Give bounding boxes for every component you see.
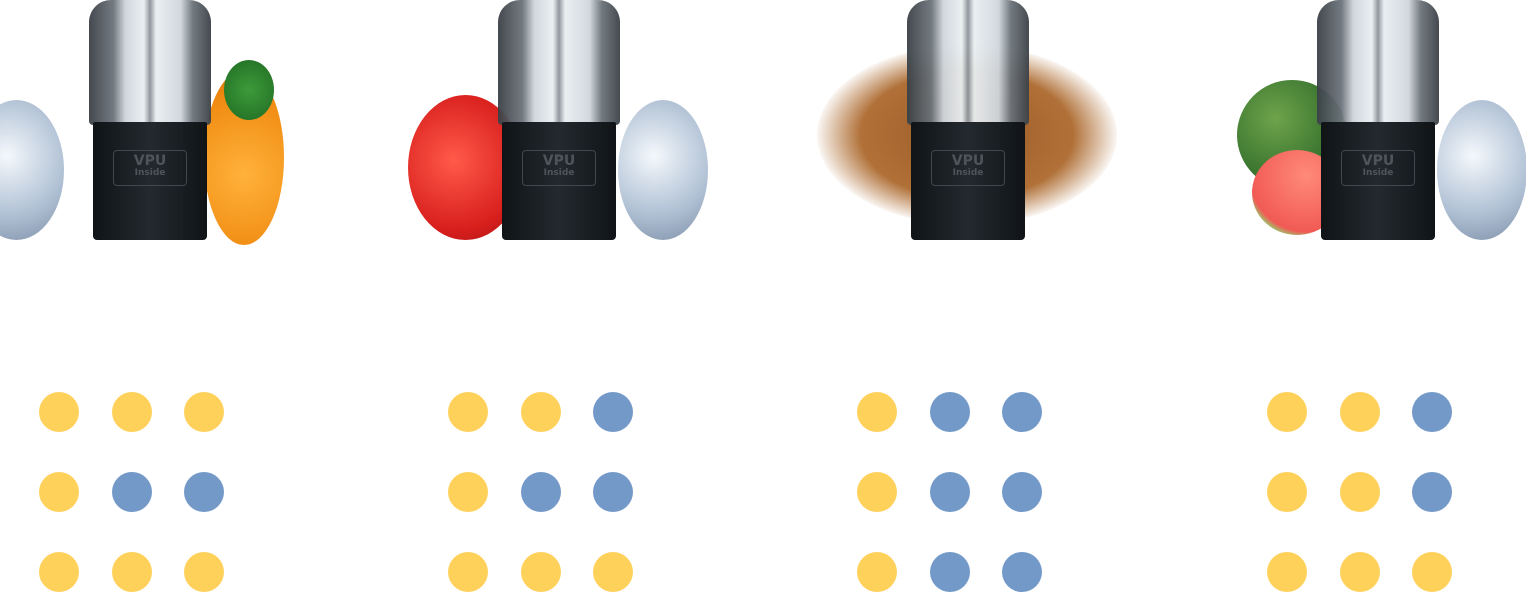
- logo-brand: VPU: [1361, 153, 1395, 169]
- rating-dot-yellow: [448, 472, 488, 512]
- rating-dot-yellow: [857, 552, 897, 592]
- product-image: VPU Inside: [378, 0, 738, 245]
- rating-dot-yellow: [39, 392, 79, 432]
- ice-image: [0, 100, 64, 240]
- vpu-logo: VPU Inside: [113, 150, 187, 186]
- rating-dot-yellow: [1267, 392, 1307, 432]
- vpu-logo: VPU Inside: [522, 150, 596, 186]
- pod-cartridge: VPU Inside: [498, 0, 620, 240]
- product-image: VPU Inside: [1197, 0, 1526, 245]
- product-image: VPU Inside: [0, 0, 329, 245]
- logo-sub: Inside: [134, 168, 166, 178]
- pod-cartridge: VPU Inside: [89, 0, 211, 240]
- vpu-logo: VPU Inside: [931, 150, 1005, 186]
- rating-dot-yellow: [1267, 472, 1307, 512]
- rating-dot-yellow: [39, 552, 79, 592]
- pod-cartridge: VPU Inside: [1317, 0, 1439, 240]
- product-image: VPU Inside: [787, 0, 1147, 245]
- mango-image: [224, 60, 274, 120]
- rating-dot-yellow: [111, 552, 152, 592]
- pod-tank: [498, 0, 620, 125]
- rating-dot-yellow: [111, 392, 152, 432]
- pod-tank: [89, 0, 211, 125]
- logo-brand: VPU: [951, 153, 985, 169]
- pod-body: VPU Inside: [911, 122, 1025, 240]
- pod-tank: [1317, 0, 1439, 125]
- rating-dot-blue: [929, 552, 970, 592]
- pod-tank: [907, 0, 1029, 125]
- rating-dot-yellow: [1339, 472, 1380, 512]
- rating-dot-blue: [1002, 472, 1042, 512]
- product-card: VPU Inside: [787, 0, 1147, 595]
- logo-brand: VPU: [542, 153, 576, 169]
- rating-dot-blue: [593, 472, 633, 512]
- rating-dot-yellow: [184, 552, 224, 592]
- rating-dot-blue: [1412, 392, 1452, 432]
- rating-dot-yellow: [1339, 552, 1380, 592]
- pod-body: VPU Inside: [1321, 122, 1435, 240]
- rating-dot-blue: [593, 392, 633, 432]
- rating-dot-yellow: [448, 392, 488, 432]
- rating-dot-yellow: [1412, 552, 1452, 592]
- product-card: VPU Inside: [1197, 0, 1526, 595]
- logo-sub: Inside: [1362, 168, 1394, 178]
- rating-dot-yellow: [1267, 552, 1307, 592]
- vpu-logo: VPU Inside: [1341, 150, 1415, 186]
- logo-sub: Inside: [543, 168, 575, 178]
- logo-sub: Inside: [952, 168, 984, 178]
- logo-brand: VPU: [133, 153, 167, 169]
- rating-dot-blue: [111, 472, 152, 512]
- product-card: VPU Inside: [378, 0, 738, 595]
- product-card: VPU Inside: [0, 0, 329, 595]
- rating-dot-blue: [929, 472, 970, 512]
- rating-dot-yellow: [857, 392, 897, 432]
- ice-image: [1437, 100, 1526, 240]
- rating-dot-blue: [520, 472, 561, 512]
- rating-dot-yellow: [184, 392, 224, 432]
- pod-body: VPU Inside: [93, 122, 207, 240]
- rating-dot-yellow: [593, 552, 633, 592]
- rating-dot-blue: [184, 472, 224, 512]
- rating-dot-yellow: [520, 552, 561, 592]
- rating-dot-blue: [929, 392, 970, 432]
- rating-dot-yellow: [39, 472, 79, 512]
- ice-image: [618, 100, 708, 240]
- pod-body: VPU Inside: [502, 122, 616, 240]
- rating-dot-yellow: [448, 552, 488, 592]
- pod-cartridge: VPU Inside: [907, 0, 1029, 240]
- rating-dot-yellow: [857, 472, 897, 512]
- rating-dot-yellow: [520, 392, 561, 432]
- rating-dot-blue: [1412, 472, 1452, 512]
- rating-dot-blue: [1002, 552, 1042, 592]
- rating-dot-yellow: [1339, 392, 1380, 432]
- rating-dot-blue: [1002, 392, 1042, 432]
